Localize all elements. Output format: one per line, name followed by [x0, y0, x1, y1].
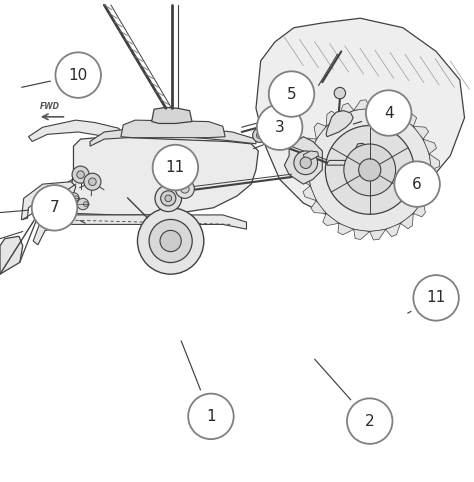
Polygon shape [121, 120, 225, 138]
Text: 1: 1 [206, 409, 216, 424]
Circle shape [413, 275, 459, 321]
Polygon shape [339, 103, 354, 117]
Text: 4: 4 [384, 106, 393, 120]
Polygon shape [386, 105, 401, 117]
Polygon shape [423, 139, 437, 154]
Polygon shape [90, 127, 256, 146]
Polygon shape [354, 229, 370, 240]
Polygon shape [338, 223, 354, 235]
Circle shape [300, 157, 311, 169]
Polygon shape [152, 107, 192, 123]
Circle shape [188, 394, 234, 439]
Polygon shape [256, 18, 465, 217]
Polygon shape [300, 170, 310, 186]
Text: 6: 6 [412, 176, 422, 192]
Circle shape [181, 185, 189, 193]
Polygon shape [386, 223, 401, 237]
Polygon shape [413, 126, 428, 139]
Circle shape [394, 161, 440, 207]
Circle shape [347, 398, 392, 444]
Circle shape [294, 151, 318, 174]
Polygon shape [323, 214, 339, 226]
Text: 7: 7 [50, 201, 59, 215]
Circle shape [77, 198, 89, 210]
Polygon shape [0, 236, 23, 274]
Circle shape [55, 53, 101, 98]
Circle shape [160, 230, 181, 252]
Circle shape [74, 196, 79, 201]
Circle shape [155, 185, 182, 212]
Polygon shape [45, 137, 258, 215]
Polygon shape [284, 137, 322, 184]
Polygon shape [303, 151, 319, 160]
Polygon shape [314, 123, 326, 139]
Circle shape [256, 132, 263, 139]
Polygon shape [401, 114, 417, 126]
Circle shape [84, 173, 101, 190]
Circle shape [325, 125, 414, 214]
Text: 10: 10 [69, 67, 88, 82]
Polygon shape [423, 186, 435, 202]
Text: FWD: FWD [40, 102, 60, 111]
Polygon shape [311, 201, 326, 214]
Circle shape [269, 71, 314, 117]
Circle shape [68, 193, 79, 204]
Circle shape [359, 159, 381, 181]
Circle shape [165, 195, 172, 201]
Circle shape [77, 171, 84, 178]
Circle shape [257, 105, 302, 150]
Circle shape [137, 208, 204, 274]
Circle shape [83, 201, 88, 206]
Circle shape [253, 128, 267, 142]
Polygon shape [33, 215, 246, 245]
Polygon shape [28, 120, 123, 141]
Polygon shape [0, 4, 474, 478]
Polygon shape [327, 143, 367, 165]
Text: 11: 11 [166, 160, 185, 175]
Polygon shape [300, 154, 310, 170]
Circle shape [149, 219, 192, 263]
Polygon shape [354, 100, 370, 110]
Polygon shape [303, 186, 316, 201]
Circle shape [32, 185, 77, 230]
Polygon shape [413, 201, 425, 217]
Polygon shape [370, 229, 386, 240]
Text: 2: 2 [365, 414, 374, 428]
Circle shape [366, 90, 411, 136]
Text: 5: 5 [287, 87, 296, 102]
Polygon shape [370, 100, 386, 110]
Polygon shape [305, 138, 316, 154]
Circle shape [89, 178, 96, 186]
Polygon shape [429, 154, 440, 170]
Circle shape [161, 191, 176, 206]
Text: 3: 3 [275, 120, 284, 135]
Text: 11: 11 [427, 290, 446, 306]
Polygon shape [326, 111, 353, 137]
Polygon shape [429, 170, 439, 186]
Polygon shape [401, 214, 413, 229]
Circle shape [308, 108, 431, 231]
Circle shape [175, 179, 194, 198]
Polygon shape [326, 111, 339, 126]
Circle shape [344, 144, 396, 196]
Circle shape [153, 145, 198, 190]
Circle shape [72, 166, 89, 183]
Circle shape [334, 87, 346, 99]
Polygon shape [21, 182, 76, 220]
